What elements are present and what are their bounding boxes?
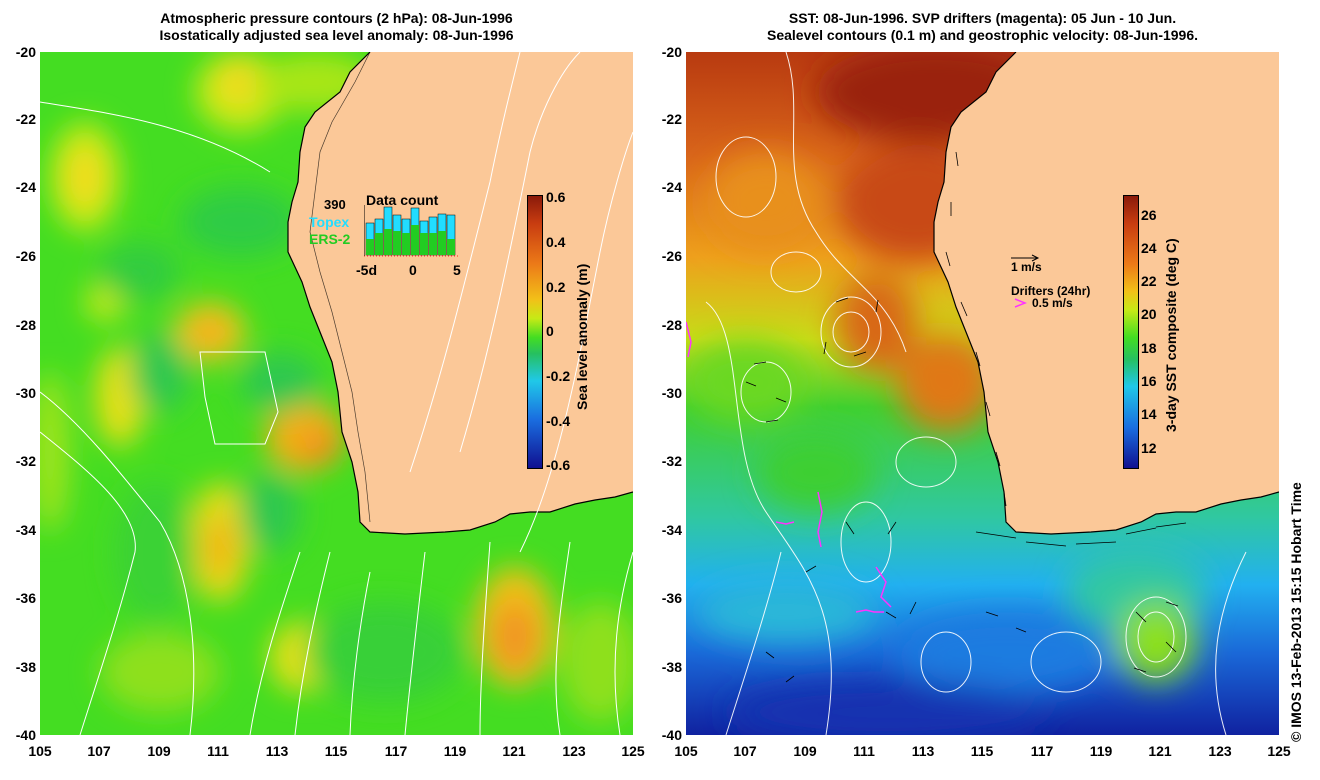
drifter-tracks	[686, 321, 892, 613]
data-count-x-tick: 5	[453, 262, 461, 278]
velocity-scale-arrow	[1011, 254, 1040, 262]
left-x-tick: 125	[621, 743, 645, 759]
left-y-tick: -22	[15, 111, 36, 127]
drifter-scale-arrow	[1014, 298, 1027, 308]
topex-label: Topex	[309, 214, 350, 230]
sealevel-contours	[705, 52, 1247, 735]
right-title-line1: SST: 08-Jun-1996. SVP drifters (magenta)…	[788, 10, 1177, 26]
left-y-tick: -40	[15, 727, 36, 743]
left-title-line2: Isostatically adjusted sea level anomaly…	[159, 27, 514, 43]
right-y-tick: -24	[661, 179, 682, 195]
left-y-tick: -32	[15, 453, 36, 469]
left-x-tick: 123	[562, 743, 586, 759]
left-colorbar	[527, 195, 543, 469]
right-y-tick: -26	[661, 248, 682, 264]
data-count-histogram	[364, 205, 458, 257]
shelf-contour	[309, 52, 371, 523]
left-title-line1: Atmospheric pressure contours (2 hPa): 0…	[160, 10, 513, 26]
sst-map	[686, 52, 1279, 735]
right-x-tick: 125	[1267, 743, 1291, 759]
sea-level-anomaly-map	[40, 52, 633, 735]
right-x-tick: 119	[1089, 743, 1113, 759]
colorbar-tick: 0.4	[546, 234, 566, 250]
colorbar-tick: 16	[1141, 373, 1157, 389]
colorbar-tick: 12	[1141, 440, 1157, 456]
left-x-tick: 113	[265, 743, 289, 759]
coastline	[933, 52, 1279, 535]
data-count-x-tick: 0	[409, 262, 417, 278]
left-y-tick: -34	[15, 522, 36, 538]
right-map[interactable]	[686, 52, 1279, 735]
colorbar-tick: 18	[1141, 340, 1157, 356]
land-mass	[934, 52, 1279, 534]
land-mass	[288, 52, 633, 534]
colorbar-tick: 0	[546, 323, 554, 339]
left-y-tick: -36	[15, 590, 36, 606]
right-x-tick: 107	[733, 743, 757, 759]
colorbar-tick: 14	[1141, 406, 1157, 422]
right-y-tick: -34	[661, 522, 682, 538]
colorbar-tick: -0.6	[546, 457, 571, 473]
left-y-tick: -28	[15, 317, 36, 333]
left-x-tick: 109	[147, 743, 171, 759]
right-y-tick: -32	[661, 453, 682, 469]
right-y-tick: -28	[661, 317, 682, 333]
right-y-tick: -36	[661, 590, 682, 606]
right-x-tick: 115	[970, 743, 994, 759]
right-x-tick: 111	[853, 743, 875, 759]
right-title: SST: 08-Jun-1996. SVP drifters (magenta)…	[686, 10, 1279, 44]
left-map[interactable]	[40, 52, 633, 735]
right-x-tick: 123	[1208, 743, 1232, 759]
drifter-legend-title: Drifters (24hr)	[1011, 284, 1091, 298]
right-x-tick: 113	[911, 743, 935, 759]
colorbar-tick: 0.2	[546, 279, 566, 295]
left-x-tick: 107	[87, 743, 111, 759]
left-title: Atmospheric pressure contours (2 hPa): 0…	[40, 10, 633, 44]
velocity-scale-label: 1 m/s	[1011, 260, 1042, 274]
right-y-tick: -20	[661, 44, 682, 60]
imos-credit: © IMOS 13-Feb-2013 15:15 Hobart Time	[1288, 482, 1304, 742]
colorbar-tick: -0.4	[546, 413, 571, 429]
left-x-tick: 117	[384, 743, 408, 759]
left-colorbar-label: Sea level anomaly (m)	[574, 263, 590, 410]
left-x-tick: 115	[324, 743, 348, 759]
left-y-tick: -30	[15, 385, 36, 401]
right-y-tick: -30	[661, 385, 682, 401]
colorbar-tick: 20	[1141, 306, 1157, 322]
right-y-tick: -38	[661, 659, 682, 675]
colorbar-tick: 22	[1141, 273, 1157, 289]
ers2-label: ERS-2	[309, 231, 351, 247]
geostrophic-velocity-arrows	[745, 151, 1187, 683]
left-y-tick: -20	[15, 44, 36, 60]
left-x-tick: 111	[207, 743, 229, 759]
colorbar-tick: 24	[1141, 240, 1157, 256]
left-y-tick: -38	[15, 659, 36, 675]
colorbar-tick: 26	[1141, 207, 1157, 223]
colorbar-tick: 0.6	[546, 189, 566, 205]
pressure-contours	[40, 52, 633, 735]
left-x-tick: 119	[443, 743, 467, 759]
colorbar-tick: -0.2	[546, 368, 571, 384]
right-x-tick: 109	[793, 743, 817, 759]
right-x-tick: 105	[674, 743, 698, 759]
right-colorbar	[1123, 195, 1139, 469]
left-y-tick: -24	[15, 179, 36, 195]
left-x-tick: 121	[502, 743, 526, 759]
right-title-line2: Sealevel contours (0.1 m) and geostrophi…	[766, 27, 1199, 43]
right-colorbar-label: 3-day SST composite (deg C)	[1163, 238, 1179, 432]
right-x-tick: 121	[1148, 743, 1172, 759]
drifter-scale-label: 0.5 m/s	[1032, 296, 1073, 310]
data-count-x-tick: -5d	[356, 262, 377, 278]
coastline	[287, 52, 633, 535]
histogram-bars	[365, 206, 456, 256]
right-x-tick: 117	[1030, 743, 1054, 759]
data-count-total: 390	[324, 197, 346, 212]
right-y-tick: -22	[661, 111, 682, 127]
left-x-tick: 105	[28, 743, 52, 759]
left-y-tick: -26	[15, 248, 36, 264]
data-count-title: Data count	[366, 192, 439, 208]
right-y-tick: -40	[661, 727, 682, 743]
